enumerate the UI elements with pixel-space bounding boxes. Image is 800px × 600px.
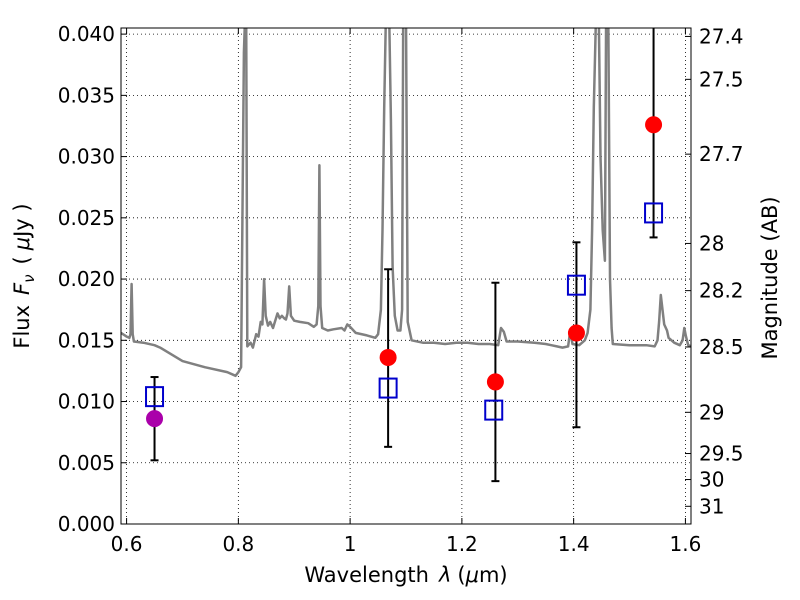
x-axis: 0.6 0.8 1 1.2 1.4 1.6 [111, 28, 702, 556]
magnitude-tick-label: 28.2 [699, 279, 744, 303]
data-point-square [644, 202, 664, 224]
magnitude-tick-label: 30 [699, 468, 724, 492]
magnitude-tick-label: 27.5 [699, 67, 744, 91]
data-point-square [566, 274, 586, 296]
x-tick-label: 1.6 [670, 532, 702, 556]
y-tick-label: 0.035 [58, 83, 115, 107]
x-tick-label: 1.2 [446, 532, 478, 556]
magnitude-tick-label: 31 [699, 494, 724, 518]
y-axis: 0.000 0.005 0.010 0.015 0.020 0.025 0.030 0.035… [58, 22, 127, 536]
x-tick-label: 1.4 [558, 532, 590, 556]
magnitude-tick-label: 28 [699, 231, 724, 255]
magnitude-tick-label: 29.5 [699, 442, 744, 466]
y-tick-label: 0.040 [58, 22, 115, 46]
y-tick-label: 0.015 [58, 328, 115, 352]
data-point-circle [645, 116, 663, 134]
magnitude-tick-label: 27.4 [699, 24, 744, 48]
y-axis-label: FluxFν(μJy ) [10, 203, 38, 348]
y-tick-label: 0.005 [58, 451, 115, 475]
magnitude-tick-label: 29 [699, 400, 724, 424]
x-axis-label: Wavelength λ (μm) [304, 563, 507, 587]
data-point-square [484, 399, 504, 421]
x-tick-label: 0.6 [111, 532, 143, 556]
magnitude-tick-label: 27.7 [699, 142, 744, 166]
y-tick-label: 0.030 [58, 145, 115, 169]
y-tick-label: 0.010 [58, 390, 115, 414]
data-point-circle [486, 373, 504, 391]
plot-area [121, 28, 691, 483]
template-spectrum-line [121, 28, 691, 378]
data-point-square [145, 386, 165, 408]
x-tick-label: 0.8 [222, 532, 254, 556]
data-point-circle [379, 348, 397, 366]
plot-frame [120, 27, 692, 525]
y-tick-label: 0.000 [58, 512, 115, 536]
data-point-circle [567, 324, 585, 342]
data-point-circle [146, 410, 164, 428]
magnitude-axis-label: Magnitude (AB) [758, 196, 782, 359]
x-tick-label: 1 [344, 532, 357, 556]
data-point-square [378, 377, 398, 399]
y-tick-label: 0.020 [58, 267, 115, 291]
magnitude-tick-label: 28.5 [699, 335, 744, 359]
y-tick-label: 0.025 [58, 206, 115, 230]
